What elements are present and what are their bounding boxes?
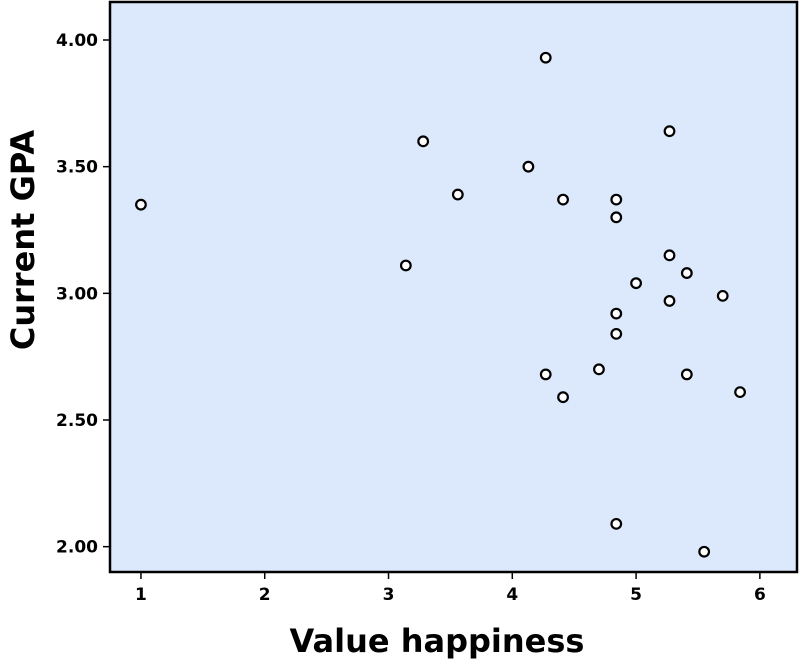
data-point	[716, 289, 729, 302]
data-point	[399, 259, 412, 272]
x-tick-label: 5	[630, 585, 642, 605]
data-point	[630, 277, 642, 290]
data-point	[539, 51, 552, 64]
y-tick-label: 3.50	[56, 158, 98, 178]
x-axis-title: Value happiness	[290, 622, 585, 660]
x-tick-label: 3	[383, 585, 395, 605]
plot-area	[108, 0, 799, 574]
data-point	[593, 363, 605, 376]
y-axis-title: Current GPA	[4, 130, 42, 351]
x-axis-ticks: 1 2 3 4 5 6	[135, 572, 766, 605]
data-point	[557, 193, 569, 206]
data-points	[135, 51, 746, 558]
data-point	[610, 327, 623, 340]
data-point	[698, 545, 711, 558]
data-point	[734, 386, 746, 399]
data-point	[610, 307, 623, 320]
data-point	[610, 517, 623, 530]
data-point	[663, 249, 676, 262]
data-point	[663, 295, 676, 307]
data-point	[135, 198, 147, 211]
x-tick-label: 2	[259, 585, 271, 605]
y-tick-label: 4.00	[56, 31, 98, 51]
x-tick-label: 1	[135, 585, 147, 605]
y-tick-label: 3.00	[56, 284, 98, 304]
data-point	[610, 193, 623, 206]
y-tick-label: 2.50	[56, 411, 98, 431]
data-point	[539, 368, 552, 381]
data-point	[417, 135, 430, 148]
data-point	[522, 160, 535, 173]
data-point	[680, 368, 693, 381]
data-point	[557, 391, 569, 404]
x-tick-label: 4	[506, 585, 518, 605]
data-point	[663, 125, 676, 138]
y-tick-label: 2.00	[56, 538, 98, 558]
x-tick-label: 6	[754, 585, 766, 605]
data-point	[451, 188, 464, 201]
y-axis-ticks: 2.00 2.50 3.00 3.50 4.00	[56, 31, 110, 558]
data-point	[680, 267, 693, 279]
data-point	[610, 211, 623, 224]
